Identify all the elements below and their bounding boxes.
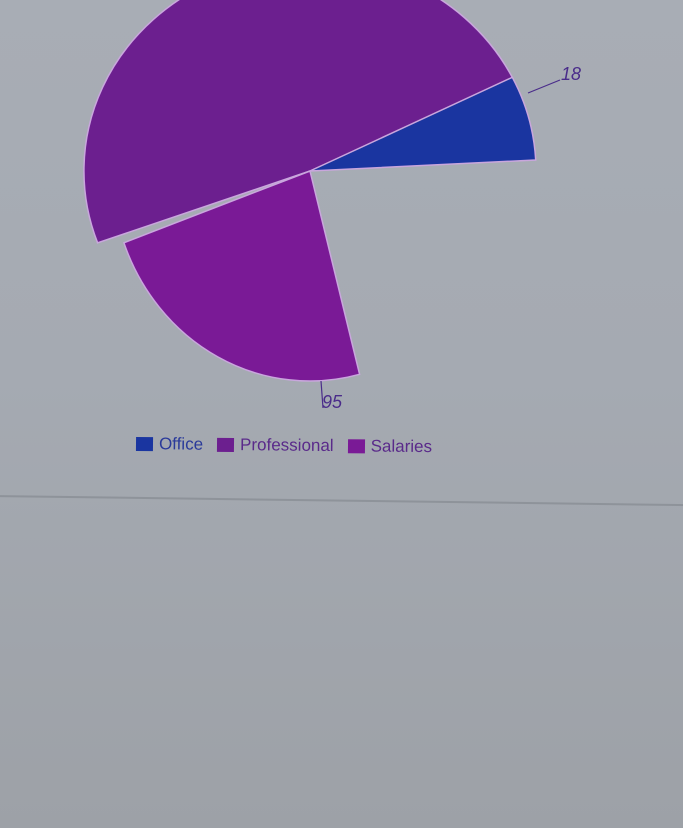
chart-legend: Office Professional Salaries xyxy=(135,434,446,457)
data-label-salaries: 95 xyxy=(322,392,343,412)
pie-slice-office[interactable] xyxy=(309,76,537,172)
legend-item-office[interactable]: Office xyxy=(135,434,204,455)
legend-swatch-office xyxy=(135,437,154,452)
pie-slice-salaries[interactable] xyxy=(122,169,361,382)
pie-slice-professional[interactable] xyxy=(83,0,515,244)
legend-swatch-professional xyxy=(217,437,235,453)
legend-label-salaries: Salaries xyxy=(370,436,433,457)
legend-label-office: Office xyxy=(158,434,204,454)
legend-item-professional[interactable]: Professional xyxy=(217,435,334,456)
legend-label-professional: Professional xyxy=(239,435,334,456)
data-label-office: 18 xyxy=(561,64,581,84)
legend-item-salaries[interactable]: Salaries xyxy=(347,436,433,457)
data-label-salaries-leader-line xyxy=(320,380,324,409)
data-label-office-leader-line xyxy=(527,79,561,94)
legend-swatch-salaries xyxy=(347,439,365,454)
